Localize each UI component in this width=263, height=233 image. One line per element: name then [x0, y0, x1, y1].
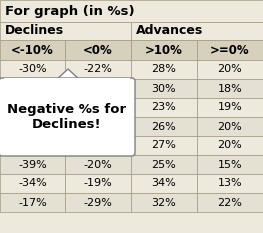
Bar: [197, 117, 263, 136]
Text: 23%: 23%: [152, 103, 176, 113]
Bar: [65, 40, 131, 60]
FancyBboxPatch shape: [0, 78, 135, 156]
Text: Declines: Declines: [5, 24, 64, 38]
Text: 15%: 15%: [218, 160, 242, 169]
Text: -17%: -17%: [18, 198, 47, 208]
Bar: [0, 174, 65, 193]
Text: -29%: -29%: [84, 198, 113, 208]
Bar: [65, 193, 131, 212]
Bar: [197, 193, 263, 212]
Polygon shape: [55, 69, 81, 81]
Bar: [197, 60, 263, 79]
Bar: [197, 155, 263, 174]
Bar: [131, 22, 263, 40]
Text: 26%: 26%: [152, 121, 176, 131]
Text: 13%: 13%: [218, 178, 242, 188]
Bar: [65, 174, 131, 193]
Text: 28%: 28%: [151, 65, 176, 75]
Text: >10%: >10%: [145, 44, 183, 56]
Text: 20%: 20%: [218, 121, 242, 131]
Text: 22%: 22%: [218, 198, 242, 208]
Bar: [65, 136, 131, 155]
Bar: [131, 79, 197, 98]
Bar: [0, 79, 65, 98]
Bar: [197, 174, 263, 193]
Text: 18%: 18%: [218, 83, 242, 93]
Text: -28%: -28%: [18, 121, 47, 131]
Bar: [4, 78, 130, 82]
Bar: [131, 193, 197, 212]
Text: 20%: 20%: [218, 65, 242, 75]
Bar: [131, 117, 197, 136]
Text: -20%: -20%: [84, 160, 112, 169]
Text: Advances: Advances: [136, 24, 203, 38]
Text: 20%: 20%: [218, 140, 242, 151]
Bar: [131, 155, 197, 174]
Text: -30%: -30%: [18, 140, 47, 151]
Text: -22%: -22%: [84, 65, 113, 75]
Text: 34%: 34%: [152, 178, 176, 188]
Bar: [0, 193, 65, 212]
Bar: [197, 98, 263, 117]
Bar: [131, 98, 197, 117]
Bar: [197, 79, 263, 98]
Text: For graph (in %s): For graph (in %s): [5, 4, 135, 17]
Bar: [131, 60, 197, 79]
Text: -24%: -24%: [84, 83, 113, 93]
Text: -22%: -22%: [84, 140, 113, 151]
Bar: [0, 22, 131, 40]
Bar: [131, 174, 197, 193]
Bar: [197, 136, 263, 155]
Text: 32%: 32%: [152, 198, 176, 208]
Text: 27%: 27%: [151, 140, 176, 151]
Bar: [0, 98, 65, 117]
Bar: [131, 40, 197, 60]
Bar: [0, 155, 65, 174]
Text: >=0%: >=0%: [210, 44, 250, 56]
Bar: [65, 155, 131, 174]
Bar: [0, 0, 263, 22]
Text: -39%: -39%: [18, 160, 47, 169]
Bar: [65, 79, 131, 98]
Text: 25%: 25%: [152, 160, 176, 169]
Bar: [0, 136, 65, 155]
Bar: [197, 40, 263, 60]
Text: <-10%: <-10%: [11, 44, 54, 56]
Text: -21%: -21%: [84, 103, 112, 113]
Bar: [0, 60, 65, 79]
Text: <0%: <0%: [83, 44, 113, 56]
Bar: [65, 117, 131, 136]
Text: -31%: -31%: [18, 83, 47, 93]
Text: 19%: 19%: [218, 103, 242, 113]
Bar: [0, 40, 65, 60]
Bar: [131, 136, 197, 155]
Text: -30%: -30%: [18, 65, 47, 75]
Bar: [65, 60, 131, 79]
Text: Negative %s for
Declines!: Negative %s for Declines!: [7, 103, 127, 131]
Bar: [65, 98, 131, 117]
Text: 30%: 30%: [152, 83, 176, 93]
Text: -29%: -29%: [18, 103, 47, 113]
Bar: [0, 117, 65, 136]
Text: -19%: -19%: [84, 178, 112, 188]
Text: -34%: -34%: [18, 178, 47, 188]
Text: -23%: -23%: [84, 121, 112, 131]
